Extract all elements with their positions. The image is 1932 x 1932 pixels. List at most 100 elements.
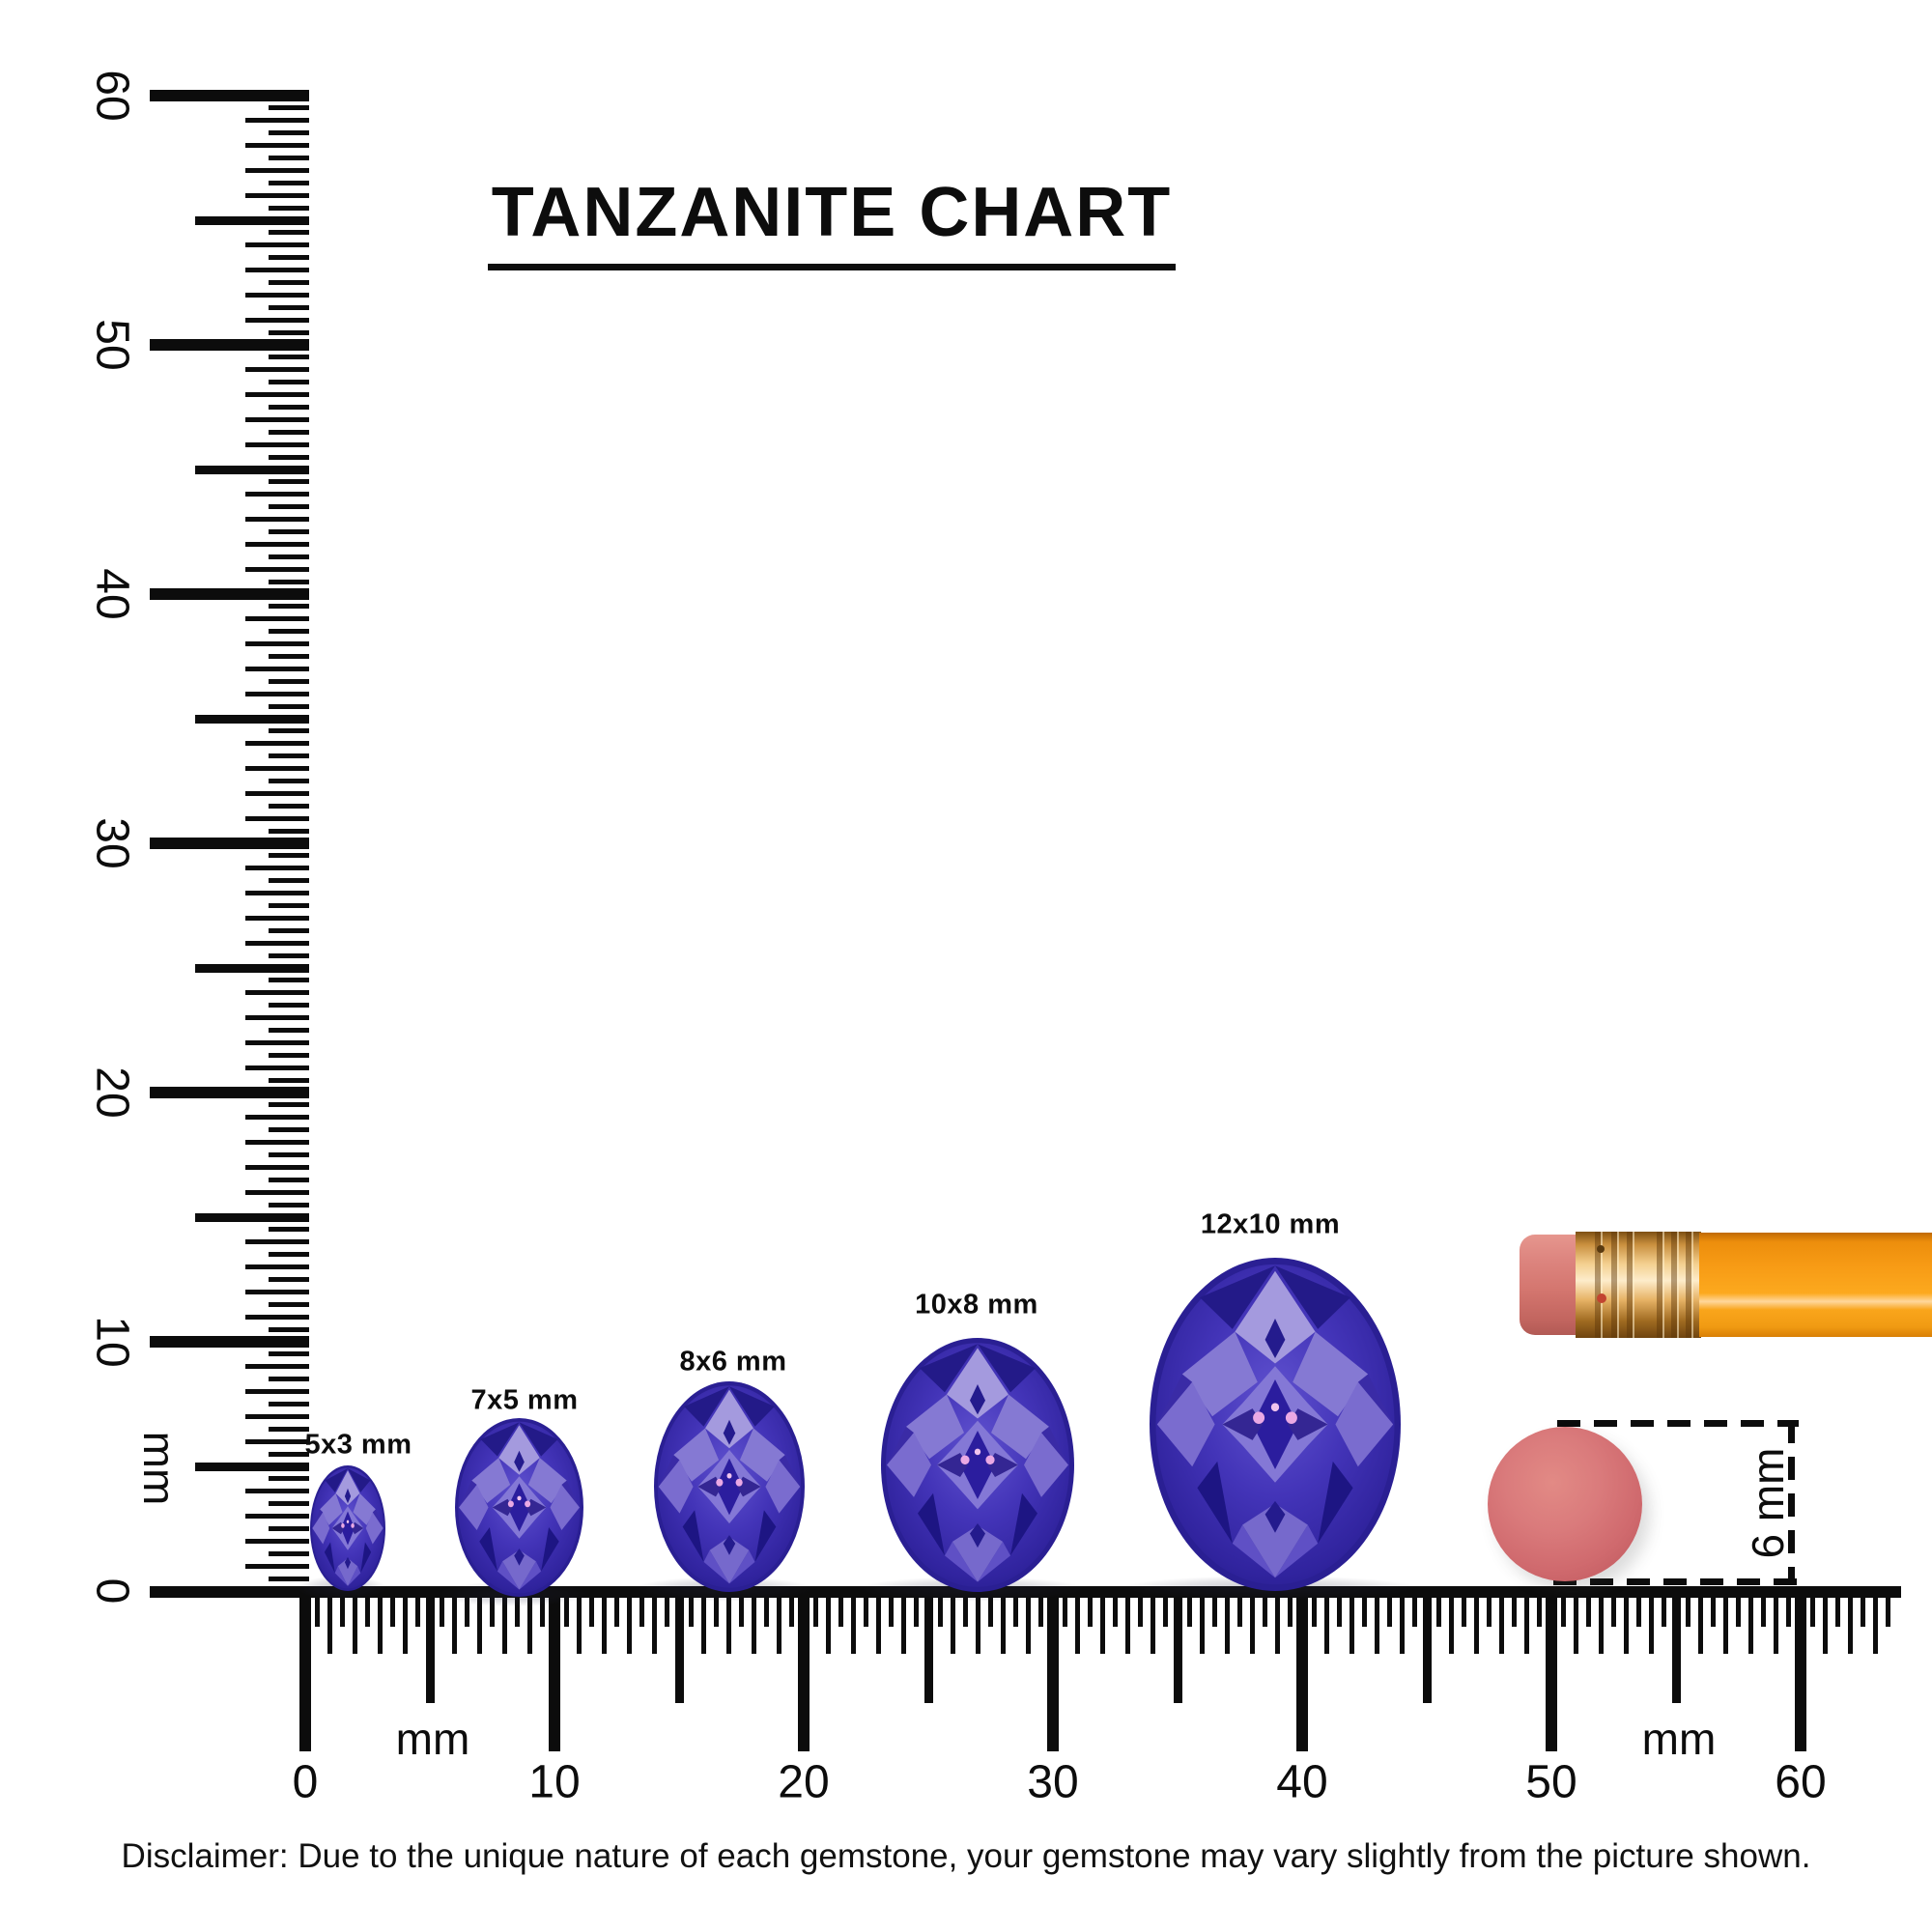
ruler-tick <box>465 1598 470 1627</box>
ruler-tick <box>1671 1598 1681 1703</box>
ruler-tick <box>245 691 309 696</box>
ruler-tick <box>539 1598 545 1627</box>
ruler-tick <box>269 978 309 983</box>
ruler-tick <box>1374 1598 1379 1654</box>
ruler-tick <box>1337 1598 1343 1627</box>
ruler-tick <box>269 1077 309 1083</box>
ruler-tick <box>1810 1598 1816 1627</box>
ruler-tick <box>763 1598 769 1627</box>
ruler-tick <box>269 1227 309 1233</box>
ruler-tick <box>714 1598 720 1627</box>
ruler-tick <box>269 728 309 734</box>
ruler-tick <box>195 963 309 973</box>
ruler-tick <box>452 1598 458 1654</box>
ruler-tick <box>195 465 309 474</box>
ruler-tick <box>269 927 309 933</box>
ruler-tick-label: 30 <box>86 817 138 869</box>
ruler-tick <box>269 1102 309 1108</box>
ruler-tick <box>245 416 309 422</box>
ruler-tick <box>269 380 309 385</box>
ruler-tick <box>514 1598 520 1627</box>
ruler-tick <box>1113 1598 1118 1627</box>
round-eraser <box>1488 1427 1642 1581</box>
ruler-tick <box>269 230 309 236</box>
ruler-tick <box>1723 1598 1729 1654</box>
ruler-tick-label: 30 <box>1027 1756 1079 1808</box>
ruler-tick <box>838 1598 844 1627</box>
ruler-tick <box>1296 1598 1308 1751</box>
ruler-tick <box>1386 1598 1392 1627</box>
ruler-tick <box>1523 1598 1529 1654</box>
ruler-tick <box>269 678 309 684</box>
ruler-tick <box>245 1364 309 1370</box>
ruler-tick <box>269 803 309 809</box>
ruler-tick <box>245 666 309 671</box>
ruler-tick <box>269 1576 309 1581</box>
ruler-tick-label: 10 <box>528 1756 581 1808</box>
ruler-tick <box>269 1152 309 1157</box>
ruler-tick <box>245 1289 309 1294</box>
ferrule-crimp <box>1686 1232 1691 1338</box>
ruler-tick <box>150 90 309 101</box>
ruler-tick <box>269 753 309 759</box>
ruler-tick-label: 50 <box>1525 1756 1577 1808</box>
ruler-tick <box>269 180 309 185</box>
gem-12x10-mm <box>1150 1258 1401 1591</box>
disclaimer-text: Disclaimer: Due to the unique nature of … <box>121 1837 1811 1875</box>
ruler-tick <box>1200 1598 1206 1654</box>
ruler-tick <box>269 903 309 908</box>
ruler-tick <box>269 329 309 335</box>
ruler-tick <box>245 815 309 821</box>
ferrule-crimp <box>1657 1232 1662 1338</box>
ruler-tick <box>245 1164 309 1170</box>
ferrule-crimp <box>1671 1232 1677 1338</box>
ruler-tick <box>150 339 309 351</box>
ruler-tick-label: 20 <box>86 1066 138 1119</box>
ruler-tick <box>269 1351 309 1357</box>
ruler-tick <box>245 1039 309 1045</box>
ruler-tick-label: 20 <box>778 1756 830 1808</box>
ruler-tick <box>1225 1598 1231 1654</box>
ruler-tick <box>269 405 309 410</box>
horizontal-ruler-edge <box>150 1586 1901 1598</box>
ruler-tick <box>269 105 309 111</box>
ruler-tick <box>776 1598 781 1654</box>
ruler-tick <box>245 1115 309 1121</box>
ruler-tick <box>1747 1598 1753 1654</box>
ruler-tick <box>1773 1598 1778 1654</box>
vertical-ruler-unit-label: mm <box>134 1431 185 1506</box>
horizontal-ruler-unit-label-right: mm <box>1641 1714 1717 1764</box>
ruler-tick <box>269 1177 309 1182</box>
ruler-tick <box>1249 1598 1255 1654</box>
ruler-tick <box>1124 1598 1130 1654</box>
ruler-tick <box>150 838 309 849</box>
ruler-tick <box>245 990 309 996</box>
ruler-tick <box>245 1563 309 1569</box>
pencil-eraser <box>1520 1235 1579 1335</box>
ruler-tick <box>1586 1598 1592 1627</box>
ruler-tick <box>1088 1598 1094 1627</box>
ruler-tick <box>245 1438 309 1444</box>
ruler-tick <box>269 1451 309 1457</box>
ruler-tick <box>602 1598 608 1654</box>
ruler-tick <box>377 1598 383 1654</box>
ruler-tick <box>269 504 309 510</box>
ruler-tick <box>425 1598 435 1703</box>
ruler-tick <box>888 1598 894 1627</box>
ruler-tick <box>269 1003 309 1009</box>
ruler-tick <box>269 952 309 958</box>
ruler-tick <box>269 1402 309 1406</box>
pencil-ferrule <box>1576 1232 1701 1338</box>
ruler-tick <box>269 1501 309 1507</box>
ruler-tick <box>245 317 309 323</box>
ruler-tick <box>269 878 309 884</box>
ferrule-crimp <box>1611 1232 1617 1338</box>
ruler-tick <box>913 1598 919 1627</box>
ruler-tick <box>245 1489 309 1494</box>
ruler-tick <box>1312 1598 1318 1627</box>
ruler-tick <box>245 891 309 896</box>
ruler-tick <box>1449 1598 1455 1654</box>
gem-size-label: 7x5 mm <box>470 1384 579 1416</box>
ruler-tick <box>664 1598 669 1627</box>
